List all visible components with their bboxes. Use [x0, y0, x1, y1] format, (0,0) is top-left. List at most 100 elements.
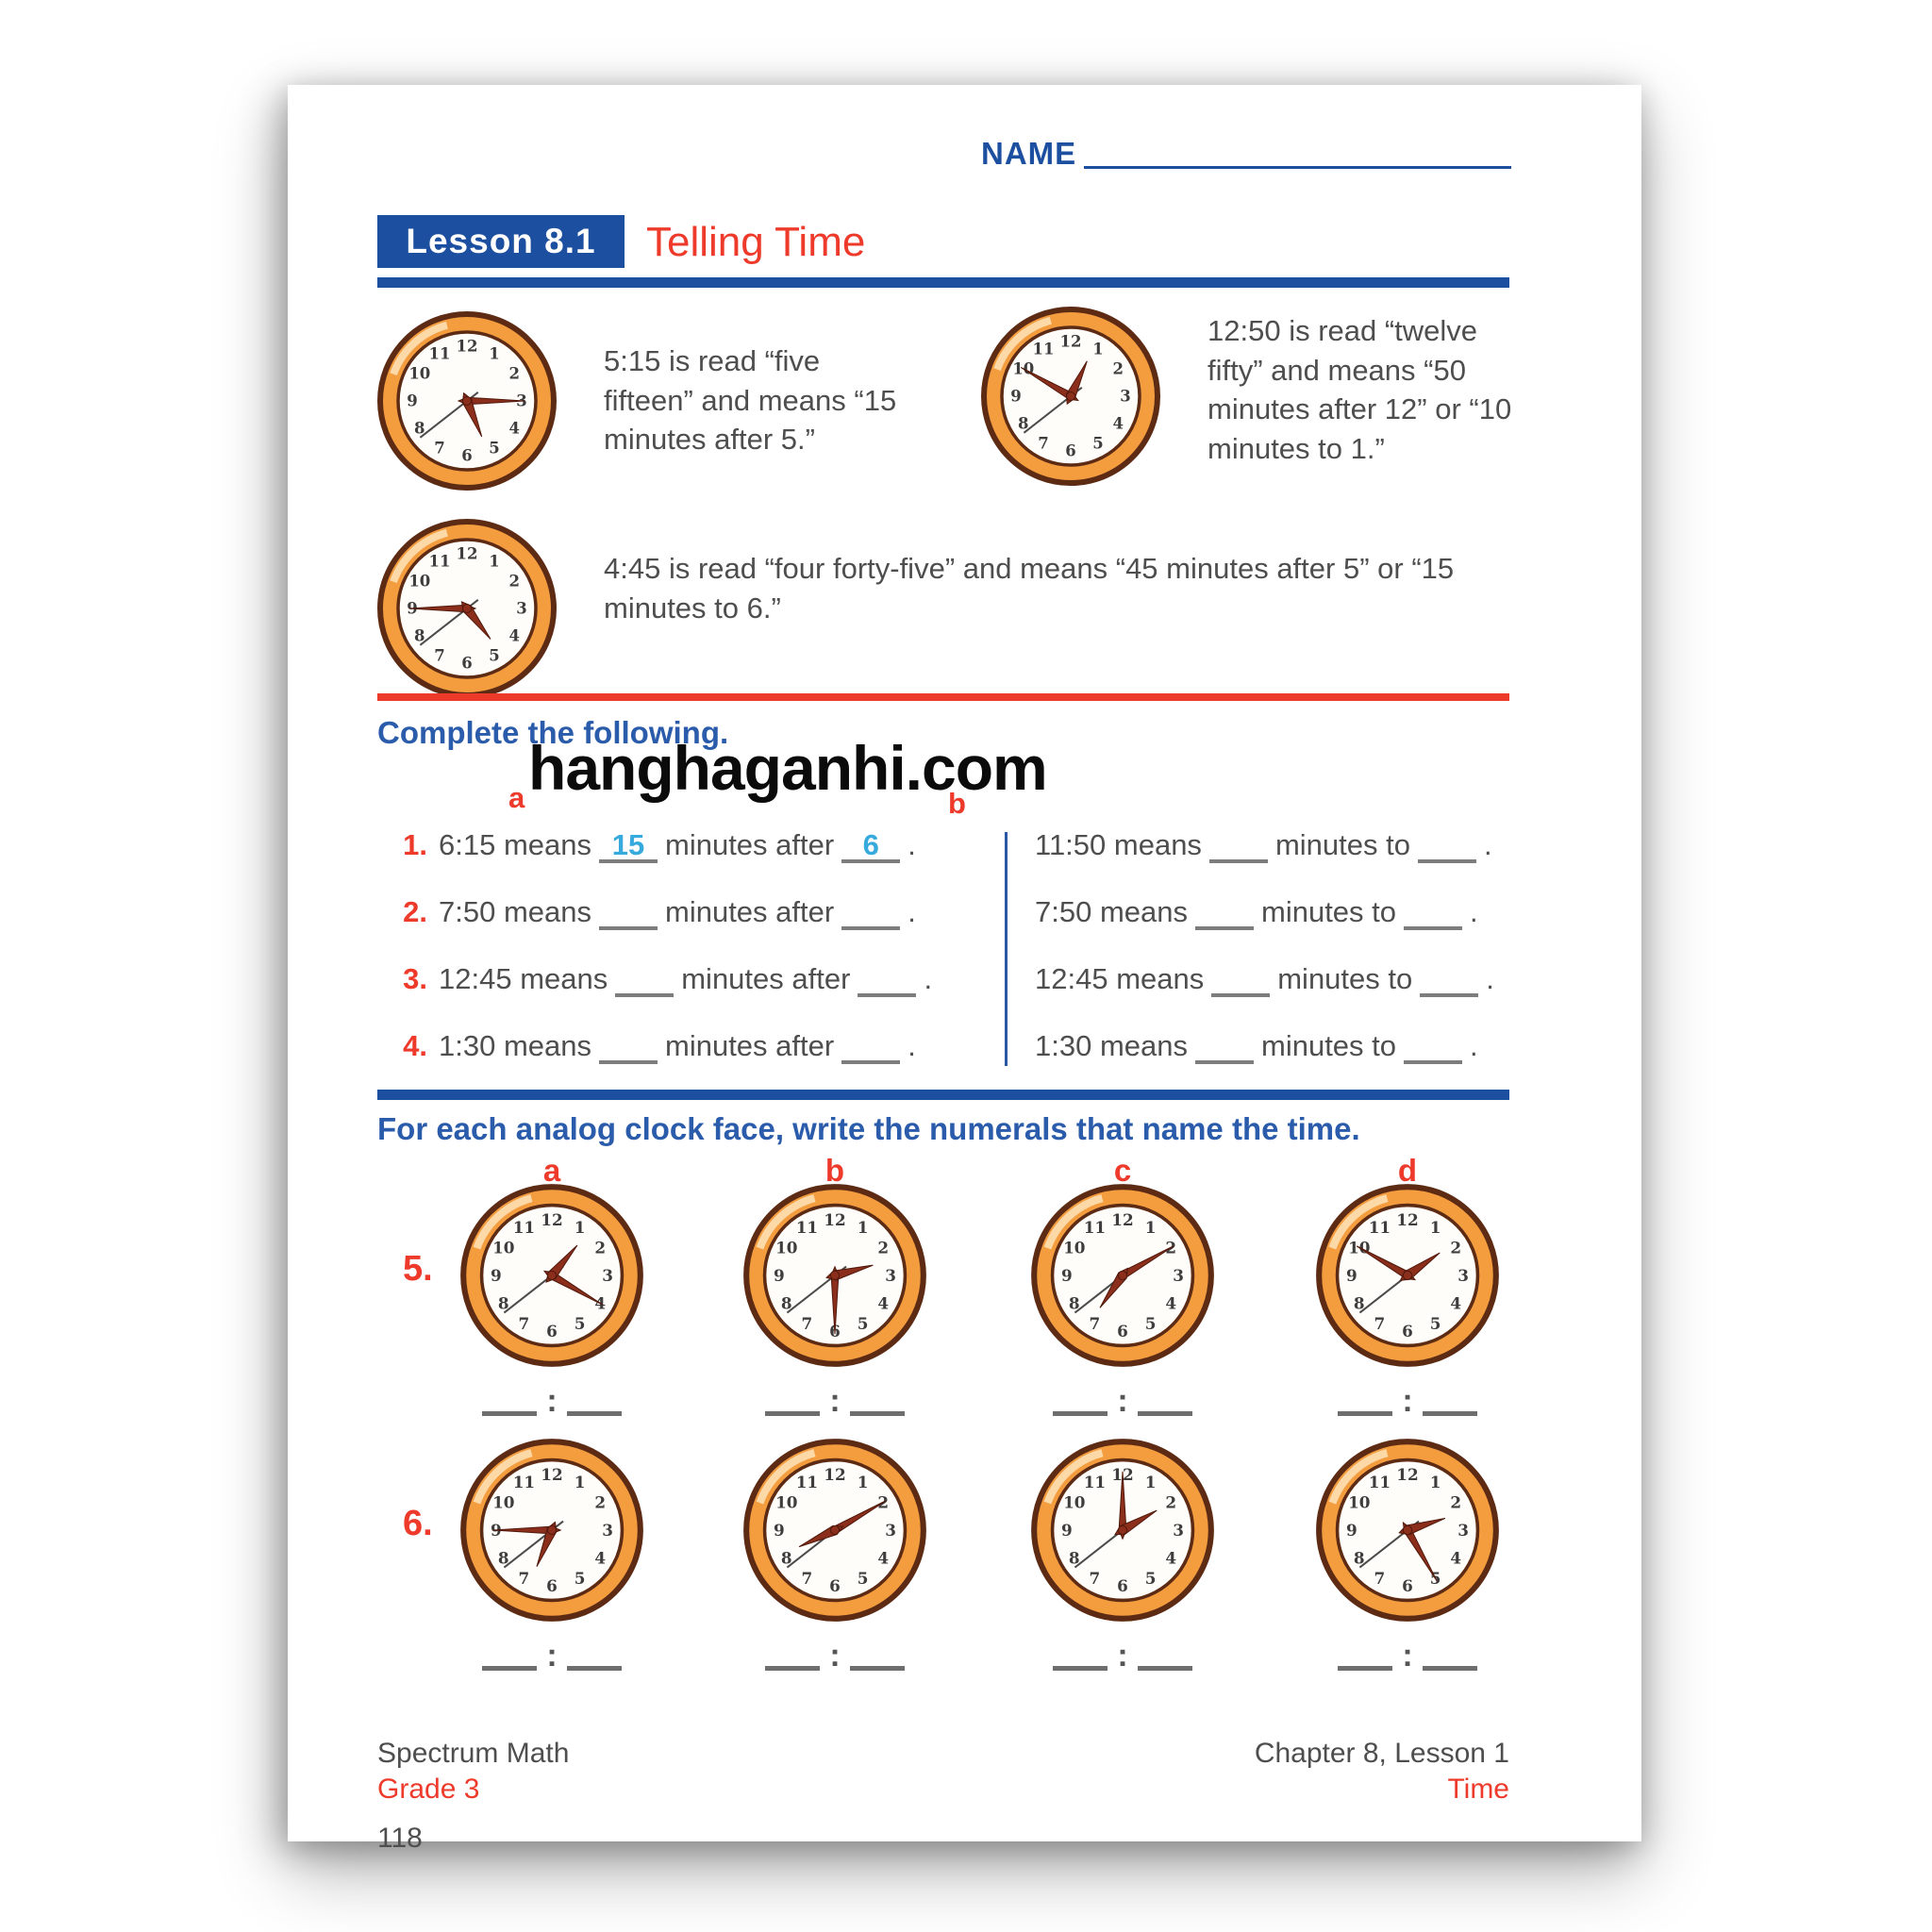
- column-label-a: a: [508, 781, 525, 814]
- svg-text:10: 10: [1063, 1238, 1085, 1257]
- fill-problem-a: 4. 1:30 means minutes after .: [382, 1029, 1000, 1096]
- svg-text:2: 2: [508, 365, 519, 383]
- problem-text: minutes after: [665, 895, 835, 928]
- svg-text:5: 5: [858, 1314, 869, 1333]
- fill-problem-a: 2. 7:50 means minutes after .: [382, 895, 1000, 962]
- svg-text:11: 11: [796, 1473, 818, 1491]
- svg-text:12: 12: [541, 1465, 562, 1484]
- svg-text:12: 12: [824, 1465, 845, 1484]
- fill-column-a: 1. 6:15 means 15 minutes after 6. 2. 7:50 mean…: [382, 828, 1000, 1096]
- problem-text: minutes to: [1277, 962, 1413, 995]
- svg-text:2: 2: [877, 1238, 889, 1257]
- colon-separator: :: [1117, 1638, 1128, 1674]
- time-answer-blank: [1137, 1387, 1192, 1416]
- time-answer: :: [467, 1638, 637, 1674]
- svg-text:7: 7: [1374, 1314, 1386, 1333]
- time-answer-blank: [1053, 1387, 1108, 1416]
- svg-text:2: 2: [508, 573, 519, 591]
- answer-blank: 6: [841, 830, 901, 863]
- svg-text:10: 10: [492, 1238, 514, 1257]
- colon-separator: :: [546, 1638, 558, 1674]
- time-answer-blank: [849, 1641, 905, 1671]
- clock-column-label: b: [824, 1153, 845, 1188]
- svg-text:2: 2: [1450, 1492, 1461, 1511]
- svg-text:8: 8: [781, 1549, 792, 1568]
- svg-text:8: 8: [1018, 415, 1028, 433]
- problem-text: minutes after: [665, 828, 835, 861]
- answer-blank: 15: [599, 830, 658, 863]
- answer-blank: [615, 964, 675, 997]
- answer-blank: [1195, 897, 1254, 930]
- svg-text:8: 8: [414, 627, 425, 645]
- time-answer-blank: [765, 1641, 821, 1671]
- footer-series: Spectrum Math: [377, 1738, 570, 1769]
- svg-text:10: 10: [1063, 1492, 1085, 1511]
- svg-text:8: 8: [1069, 1549, 1080, 1568]
- problem-period: .: [1486, 962, 1494, 995]
- svg-text:11: 11: [429, 552, 451, 570]
- svg-text:4: 4: [877, 1294, 889, 1313]
- svg-text:7: 7: [519, 1314, 530, 1333]
- svg-text:11: 11: [1369, 1473, 1391, 1491]
- example-text-1: 5:15 is read “five fifteen” and means “1…: [604, 344, 897, 457]
- svg-text:4: 4: [594, 1549, 606, 1568]
- svg-text:11: 11: [429, 344, 451, 362]
- example-text-3: 4:45 is read “four forty-five” and means…: [604, 552, 1455, 625]
- time-answer: :: [1038, 1638, 1208, 1674]
- svg-text:12: 12: [1060, 333, 1082, 351]
- svg-text:2: 2: [1165, 1492, 1176, 1511]
- svg-text:10: 10: [492, 1492, 514, 1511]
- svg-text:11: 11: [1369, 1218, 1391, 1237]
- name-label: NAME: [981, 136, 1077, 171]
- clock-problem-number: 5.: [403, 1249, 433, 1289]
- time-answer-blank: [1338, 1387, 1393, 1416]
- svg-text:1: 1: [1430, 1218, 1441, 1237]
- problem-period: .: [924, 962, 933, 995]
- svg-text:8: 8: [1354, 1294, 1365, 1313]
- svg-text:6: 6: [1402, 1576, 1413, 1595]
- fill-problem-a: 1. 6:15 means 15 minutes after 6.: [382, 828, 1000, 895]
- svg-text:3: 3: [516, 600, 526, 618]
- clock-column-label: c: [1113, 1153, 1132, 1188]
- problem-text: minutes to: [1274, 828, 1410, 861]
- svg-text:6: 6: [1117, 1576, 1128, 1595]
- footer-section: Time: [1447, 1774, 1509, 1805]
- svg-text:11: 11: [1084, 1473, 1106, 1491]
- svg-text:3: 3: [1120, 388, 1130, 406]
- svg-text:8: 8: [1069, 1294, 1080, 1313]
- svg-text:7: 7: [1090, 1314, 1101, 1333]
- svg-text:5: 5: [1145, 1314, 1157, 1333]
- svg-text:9: 9: [1346, 1266, 1357, 1285]
- colon-separator: :: [1402, 1638, 1413, 1674]
- svg-text:7: 7: [1090, 1569, 1101, 1588]
- answer-blank: [1404, 897, 1463, 930]
- svg-text:1: 1: [858, 1473, 869, 1491]
- svg-text:1: 1: [489, 344, 499, 362]
- svg-text:12: 12: [1111, 1210, 1133, 1229]
- svg-text:7: 7: [1374, 1569, 1386, 1588]
- svg-text:12: 12: [457, 338, 478, 356]
- problem-period: .: [908, 828, 916, 861]
- svg-text:4: 4: [1450, 1549, 1461, 1568]
- problem-text: 1:30 means: [439, 1029, 591, 1062]
- answer-blank: [841, 1031, 901, 1064]
- svg-text:9: 9: [774, 1521, 785, 1540]
- time-answer-blank: [849, 1387, 905, 1416]
- problem-text: minutes after: [681, 962, 851, 995]
- time-answer-blank: [1338, 1641, 1393, 1671]
- complete-instruction: Complete the following.: [377, 715, 729, 750]
- svg-text:3: 3: [602, 1521, 613, 1540]
- svg-text:9: 9: [407, 392, 417, 410]
- svg-text:7: 7: [519, 1569, 530, 1588]
